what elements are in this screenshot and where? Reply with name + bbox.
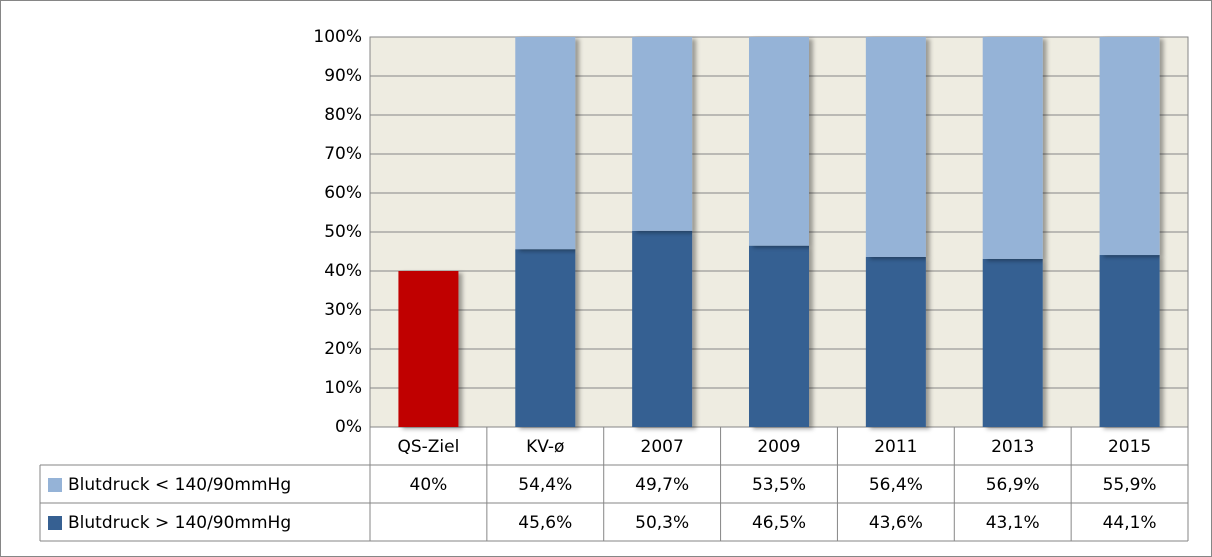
- bar: [632, 230, 693, 427]
- data-label: 56,9%: [986, 475, 1040, 495]
- data-label: 50,3%: [635, 513, 689, 533]
- data-label: 56,4%: [869, 475, 923, 495]
- x-tick-label: 2011: [874, 437, 917, 457]
- bar: [1099, 37, 1160, 256]
- bar: [515, 249, 576, 427]
- y-tick-label: 60%: [324, 183, 362, 203]
- x-tick-label: 2007: [641, 437, 684, 457]
- y-tick-label: 0%: [335, 417, 362, 437]
- legend-swatch: [48, 478, 62, 492]
- x-tick-label: 2015: [1108, 437, 1151, 457]
- data-label: 49,7%: [635, 475, 689, 495]
- y-tick-label: 50%: [324, 222, 362, 242]
- bar: [749, 37, 809, 246]
- data-label: 54,4%: [518, 475, 572, 495]
- x-tick-label: 2009: [757, 437, 800, 457]
- data-label: 40%: [410, 475, 448, 495]
- y-tick-label: 30%: [324, 300, 362, 320]
- bar: [632, 37, 693, 231]
- bar: [982, 37, 1043, 259]
- bar: [865, 256, 926, 427]
- bar: [1099, 255, 1160, 427]
- legend-swatch: [48, 516, 62, 530]
- data-label: 46,5%: [752, 513, 806, 533]
- bar: [515, 37, 576, 250]
- bar: [865, 37, 926, 257]
- data-label: 44,1%: [1103, 513, 1157, 533]
- bar: [749, 245, 809, 427]
- y-tick-label: 100%: [313, 27, 362, 47]
- x-tick-label: KV-ø: [526, 437, 564, 457]
- legend-label: Blutdruck < 140/90mmHg: [68, 475, 291, 495]
- y-tick-label: 10%: [324, 378, 362, 398]
- data-label: 45,6%: [518, 513, 572, 533]
- bar: [982, 258, 1043, 427]
- y-tick-label: 70%: [324, 144, 362, 164]
- y-tick-label: 40%: [324, 261, 362, 281]
- data-label: 43,6%: [869, 513, 923, 533]
- data-label: 53,5%: [752, 475, 806, 495]
- y-tick-label: 80%: [324, 105, 362, 125]
- data-label: 43,1%: [986, 513, 1040, 533]
- legend-label: Blutdruck > 140/90mmHg: [68, 513, 291, 533]
- y-tick-label: 20%: [324, 339, 362, 359]
- bar: [398, 271, 459, 427]
- y-tick-label: 90%: [324, 66, 362, 86]
- x-tick-label: QS-Ziel: [397, 437, 459, 457]
- x-tick-label: 2013: [991, 437, 1034, 457]
- data-label: 55,9%: [1103, 475, 1157, 495]
